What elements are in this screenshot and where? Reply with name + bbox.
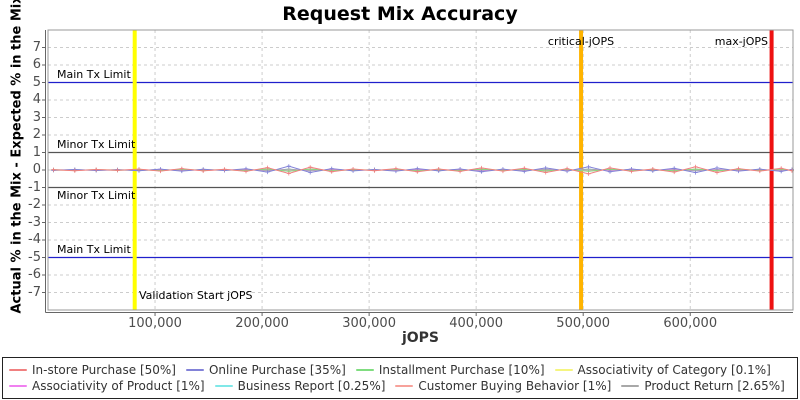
legend-label-installment: Installment Purchase [10%] [378, 363, 545, 377]
legend-item-product_return: Product Return [2.65%] [621, 379, 785, 393]
series-line-instore [53, 166, 793, 175]
legend-swatch-assoc_product [9, 385, 27, 387]
main-tx-limit-lower-label: Main Tx Limit [57, 243, 131, 256]
validation-start-label: Validation Start jOPS [139, 289, 253, 302]
legend-label-instore: In-store Purchase [50%] [32, 363, 176, 377]
y-tick-label: -1 [28, 179, 41, 195]
y-tick-label: -3 [28, 214, 41, 230]
legend-swatch-instore [9, 369, 27, 371]
legend-swatch-online [185, 369, 204, 371]
legend-label-customer_buying: Customer Buying Behavior [1%] [418, 379, 612, 393]
legend-item-instore: In-store Purchase [50%] [9, 363, 176, 377]
x-tick-label: 100,000 [128, 316, 182, 331]
chart-title: Request Mix Accuracy [282, 3, 518, 25]
y-tick-label: -6 [28, 267, 41, 282]
x-axis-title: jOPS [401, 330, 440, 346]
legend-item-online: Online Purchase [35%] [185, 363, 346, 377]
x-tick-label: 400,000 [449, 316, 504, 331]
y-tick-label: 4 [32, 92, 41, 107]
x-tick-label: 200,000 [235, 316, 289, 331]
critical-jops-label: critical-jOPS [547, 35, 615, 48]
y-tick-label: -4 [28, 232, 41, 247]
main-tx-limit-upper-label: Main Tx Limit [57, 68, 131, 81]
legend-item-business_report: Business Report [0.25%] [214, 379, 386, 393]
legend-swatch-customer_buying [395, 385, 414, 387]
minor-tx-limit-upper-label: Minor Tx Limit [57, 138, 136, 151]
legend-item-installment: Installment Purchase [10%] [355, 363, 545, 377]
y-tick-label: 3 [32, 109, 41, 125]
legend-swatch-installment [355, 369, 374, 371]
legend-label-assoc_category: Associativity of Category [0.1%] [577, 363, 771, 377]
legend-item-customer_buying: Customer Buying Behavior [1%] [395, 379, 611, 393]
y-tick-label: 5 [32, 74, 41, 90]
max-jops-label: max-jOPS [714, 35, 768, 48]
y-tick-label: -2 [28, 197, 41, 212]
legend-item-assoc_product: Associativity of Product [1%] [9, 379, 205, 393]
y-tick-label: 7 [32, 39, 41, 55]
y-tick-label: 0 [32, 162, 41, 177]
legend: In-store Purchase [50%] Online Purchase [… [2, 357, 798, 399]
legend-label-online: Online Purchase [35%] [208, 363, 346, 377]
series-markers-instore [51, 164, 794, 176]
y-tick-label: 6 [32, 57, 41, 72]
y-tick-label: 2 [32, 127, 41, 142]
legend-swatch-product_return [621, 385, 640, 387]
legend-label-product_return: Product Return [2.65%] [644, 379, 785, 393]
legend-swatch-assoc_category [554, 369, 573, 371]
x-tick-label: 300,000 [342, 316, 396, 331]
legend-item-assoc_category: Associativity of Category [0.1%] [554, 363, 771, 377]
minor-tx-limit-lower-label: Minor Tx Limit [57, 189, 136, 202]
legend-swatch-business_report [214, 385, 233, 387]
y-tick-label: -7 [28, 284, 41, 300]
y-tick-label: -5 [28, 249, 41, 265]
legend-label-assoc_product: Associativity of Product [1%] [32, 379, 205, 393]
y-tick-label: 1 [32, 144, 41, 160]
x-tick-label: 600,000 [663, 316, 718, 331]
series-line-online [53, 165, 792, 174]
plot-border [47, 29, 794, 311]
legend-label-business_report: Business Report [0.25%] [237, 379, 386, 393]
x-tick-label: 500,000 [556, 316, 611, 331]
